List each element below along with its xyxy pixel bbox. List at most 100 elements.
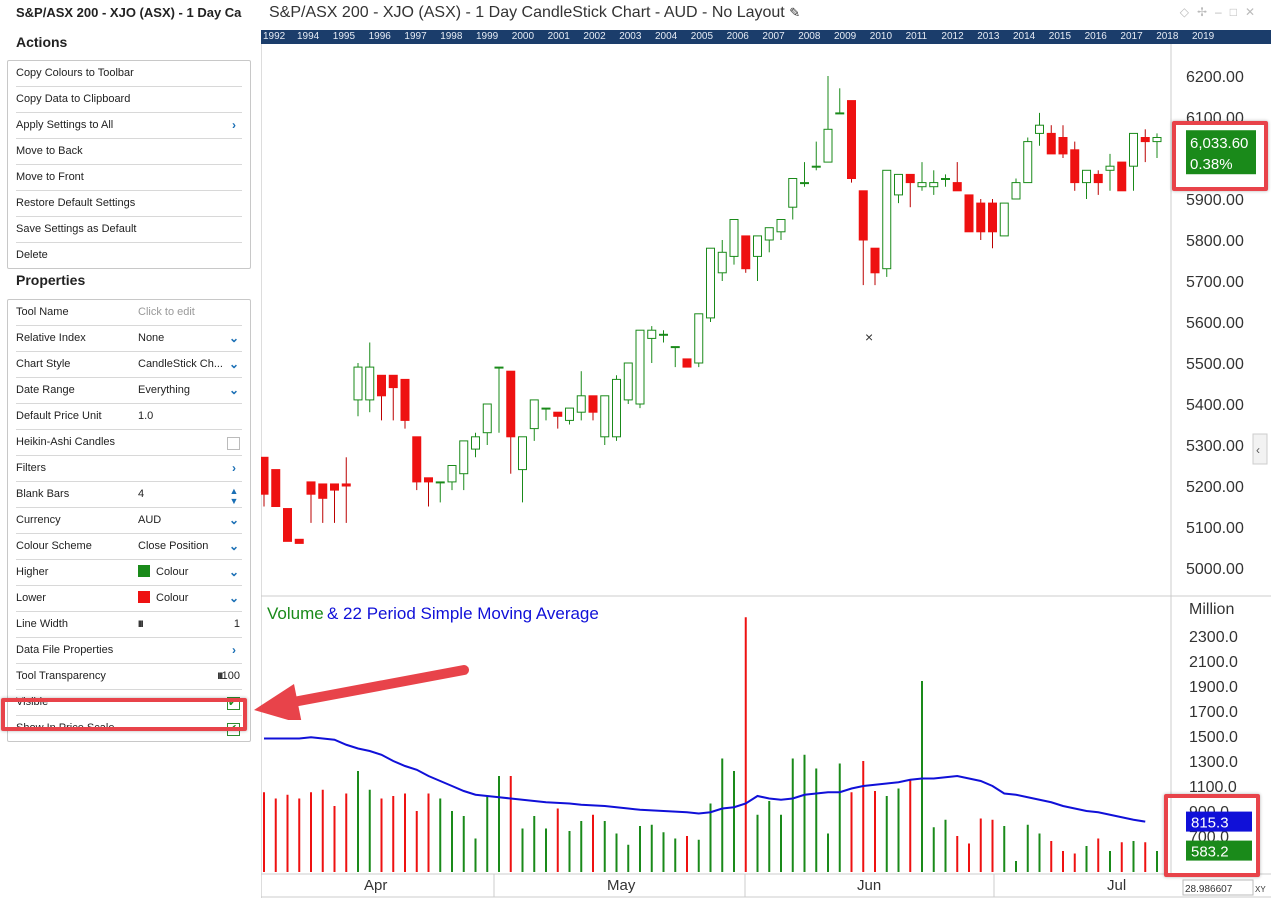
- properties-heading: Properties: [16, 272, 86, 288]
- candle-body: [261, 456, 269, 495]
- action-item[interactable]: Move to Front: [16, 165, 242, 191]
- slider-icon[interactable]: III: [138, 619, 144, 629]
- chevron-right-icon[interactable]: ›: [232, 461, 236, 475]
- year-label[interactable]: 2010: [869, 31, 893, 42]
- prop-currency[interactable]: Currency AUD ⌄: [16, 508, 242, 534]
- year-label[interactable]: 2013: [977, 31, 1000, 42]
- prop-chart-style[interactable]: Chart Style CandleStick Ch... ⌄: [16, 352, 242, 378]
- prop-filters[interactable]: Filters ›: [16, 456, 242, 482]
- candle-body: [341, 483, 351, 487]
- chevron-down-icon[interactable]: ⌄: [228, 539, 240, 553]
- prop-data-file-properties[interactable]: Data File Properties ›: [16, 638, 242, 664]
- prop-relative-index[interactable]: Relative Index None ⌄: [16, 326, 242, 352]
- action-item[interactable]: Copy Colours to Toolbar: [16, 61, 242, 87]
- stepper-icon[interactable]: ▲ ▼: [229, 486, 239, 506]
- action-item[interactable]: Copy Data to Clipboard: [16, 87, 242, 113]
- sma-line: [264, 736, 1146, 823]
- chevron-down-icon[interactable]: ⌄: [228, 591, 240, 605]
- prop-blank-bars[interactable]: Blank Bars 4 ▲ ▼: [16, 482, 242, 508]
- action-item[interactable]: Restore Default Settings: [16, 191, 242, 217]
- candle-body: [823, 128, 833, 163]
- prop-tool-transparency[interactable]: Tool Transparency III 100: [16, 664, 242, 690]
- year-label[interactable]: 2019: [1192, 31, 1215, 42]
- close-icon[interactable]: ✕: [1244, 5, 1263, 19]
- prop-date-range[interactable]: Date Range Everything ⌄: [16, 378, 242, 404]
- year-label[interactable]: 2014: [1013, 31, 1036, 42]
- crosshair-icon: ×: [865, 329, 873, 345]
- year-label[interactable]: 2016: [1084, 31, 1107, 42]
- year-label[interactable]: 2009: [834, 31, 857, 42]
- pin-icon[interactable]: ✢: [1196, 5, 1215, 19]
- candle-body: [800, 182, 809, 185]
- prop-colour-scheme[interactable]: Colour Scheme Close Position ⌄: [16, 534, 242, 560]
- candle-body: [952, 182, 962, 192]
- slider-icon[interactable]: III: [217, 671, 222, 681]
- candle-body: [1093, 173, 1103, 184]
- last-price-badge: [1186, 130, 1256, 175]
- chevron-right-icon[interactable]: ›: [232, 118, 236, 132]
- year-label[interactable]: 2007: [762, 31, 785, 42]
- year-label[interactable]: 1997: [404, 31, 427, 42]
- year-label[interactable]: 2000: [511, 31, 535, 42]
- year-label[interactable]: 2003: [619, 31, 642, 42]
- chevron-right-icon[interactable]: ›: [232, 643, 236, 657]
- volume-tick-label: 1500.0: [1189, 729, 1238, 746]
- prop-heikin-ashi[interactable]: Heikin-Ashi Candles: [16, 430, 242, 456]
- year-label[interactable]: 2005: [690, 31, 714, 42]
- year-label[interactable]: 1995: [332, 31, 356, 42]
- candle-body: [670, 346, 680, 349]
- year-label[interactable]: 2008: [798, 31, 821, 42]
- year-label[interactable]: 2015: [1048, 31, 1072, 42]
- year-navigator[interactable]: 1992 1994 1995 1996 1997 1998 1999 2000 2001 2002…: [261, 30, 1271, 44]
- candle-body: [553, 411, 563, 417]
- candle-body: [788, 178, 798, 208]
- year-label[interactable]: 2012: [941, 31, 964, 42]
- action-item[interactable]: Apply Settings to All ›: [16, 113, 242, 139]
- chart-canvas[interactable]: 6200.006100.006000.005900.005800.005700.…: [261, 44, 1271, 898]
- tool-name-input[interactable]: Click to edit: [138, 306, 195, 318]
- year-label[interactable]: 2006: [726, 31, 749, 42]
- year-label[interactable]: 2002: [583, 31, 606, 42]
- candle-body: [694, 313, 704, 364]
- price-tick-label: 5700.00: [1186, 274, 1244, 291]
- action-item[interactable]: Move to Back: [16, 139, 242, 165]
- prop-lower[interactable]: Lower Colour ⌄: [16, 586, 242, 612]
- minimize-icon[interactable]: –: [1215, 5, 1230, 19]
- prop-higher[interactable]: Higher Colour ⌄: [16, 560, 242, 586]
- candle-body: [870, 247, 880, 274]
- candle-body: [471, 436, 480, 450]
- chevron-down-icon[interactable]: ⌄: [228, 383, 240, 397]
- year-label[interactable]: 1998: [440, 31, 463, 42]
- prop-line-width[interactable]: Line Width III 1: [16, 612, 242, 638]
- year-label[interactable]: 1999: [476, 31, 499, 42]
- year-label[interactable]: 1996: [368, 31, 391, 42]
- maximize-icon[interactable]: □: [1229, 5, 1245, 19]
- chevron-down-icon[interactable]: ⌄: [228, 331, 240, 345]
- pencil-icon[interactable]: ✎: [789, 5, 801, 20]
- action-item[interactable]: Save Settings as Default: [16, 217, 242, 243]
- year-label[interactable]: 1994: [297, 31, 320, 42]
- prop-tool-name[interactable]: Tool Name Click to edit: [16, 300, 242, 326]
- heikin-ashi-checkbox[interactable]: [227, 437, 240, 450]
- chevron-down-icon[interactable]: ⌄: [228, 513, 240, 527]
- candle-body: [388, 374, 398, 389]
- diamond-icon[interactable]: ◇: [1179, 5, 1197, 19]
- year-label[interactable]: 2004: [655, 31, 678, 42]
- prop-default-price-unit[interactable]: Default Price Unit 1.0: [16, 404, 242, 430]
- candle-body: [435, 481, 445, 484]
- action-item[interactable]: Delete: [16, 249, 48, 261]
- year-label[interactable]: 2018: [1156, 31, 1179, 42]
- year-label[interactable]: 2017: [1120, 31, 1143, 42]
- year-label[interactable]: 2001: [547, 31, 570, 42]
- year-label[interactable]: 2011: [905, 31, 928, 42]
- chevron-down-icon[interactable]: ⌄: [228, 565, 240, 579]
- candle-body: [600, 395, 610, 438]
- last-price-label: 6,033.60: [1190, 135, 1248, 152]
- candle-body: [941, 178, 950, 180]
- price-tick-label: 5000.00: [1186, 561, 1244, 578]
- chart-window-title: S&P/ASX 200 - XJO (ASX) - 1 Day CandleSt…: [269, 4, 801, 21]
- higher-colour-swatch[interactable]: [138, 565, 150, 577]
- year-label[interactable]: 1992: [263, 31, 286, 42]
- chevron-down-icon[interactable]: ⌄: [228, 357, 240, 371]
- lower-colour-swatch[interactable]: [138, 591, 150, 603]
